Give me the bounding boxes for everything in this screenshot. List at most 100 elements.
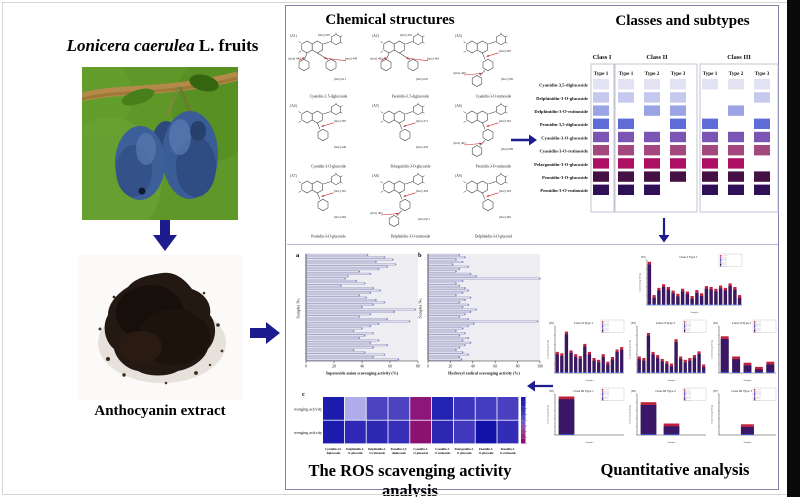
svg-text:(B4): (B4) xyxy=(713,322,718,325)
svg-text:(m/z) 625: (m/z) 625 xyxy=(416,77,429,81)
svg-text:(m/z) 465: (m/z) 465 xyxy=(371,211,384,215)
svg-text:Cyanidin-3-O-rutinoside: Cyanidin-3-O-rutinoside xyxy=(475,95,511,99)
svg-text:Content (mg/100 g): Content (mg/100 g) xyxy=(547,340,550,359)
svg-text:O-glucoside: O-glucoside xyxy=(457,451,472,455)
svg-text:•OH scavenging activity: •OH scavenging activity xyxy=(294,430,323,435)
svg-text:Cy-3-O-glc: Cy-3-O-glc xyxy=(686,325,691,328)
svg-text:Type 1: Type 1 xyxy=(594,71,609,77)
leaf xyxy=(189,74,219,92)
svg-text:diglucoside: diglucoside xyxy=(392,451,407,455)
svg-text:Pn-3-O-rut: Pn-3-O-rut xyxy=(686,331,691,333)
svg-text:Cy-3-O-glc: Cy-3-O-glc xyxy=(756,393,761,396)
svg-text:Cy-3-O-rut: Cy-3-O-rut xyxy=(722,261,727,263)
svg-text:Peonidin-3-O-rutinoside: Peonidin-3-O-rutinoside xyxy=(476,165,512,169)
svg-text:O-rutinoside: O-rutinoside xyxy=(435,451,451,455)
structure-cell: (m/z) 287 (m/z) 449 (m/z) 595 (A3) Cyanidin-… xyxy=(453,32,535,102)
svg-text:(B6): (B6) xyxy=(631,390,636,393)
svg-text:diglucoside: diglucoside xyxy=(327,451,342,455)
svg-text:Dp-3-O-glc: Dp-3-O-glc xyxy=(722,255,727,258)
svg-text:Peonidin-3-O-rutinoside: Peonidin-3-O-rutinoside xyxy=(540,188,588,193)
svg-text:Cy-3-O-rut: Cy-3-O-rut xyxy=(604,395,609,397)
svg-text:Pn-3,5-diglc: Pn-3,5-diglc xyxy=(686,324,692,327)
svg-text:Pg-3-O-glc: Pg-3-O-glc xyxy=(604,396,609,399)
structure-cell: (m/z) 271 (m/z) 433 (A5) Pelargonidin-3-O-g… xyxy=(370,102,452,172)
svg-text:0: 0 xyxy=(427,365,429,369)
svg-text:Delphinidin-3-O-rutinoside: Delphinidin-3-O-rutinoside xyxy=(391,235,431,239)
svg-text:Pn-3-O-rut: Pn-3-O-rut xyxy=(686,399,691,401)
fruit-title-rest: L. fruits xyxy=(194,36,259,55)
arrow-down-icon xyxy=(153,220,177,251)
svg-text:Samples: Samples xyxy=(585,441,593,444)
svg-text:Content (mg/100 g): Content (mg/100 g) xyxy=(547,405,550,424)
svg-text:O-rutinoside: O-rutinoside xyxy=(369,451,385,455)
svg-text:Content (mg/100 g): Content (mg/100 g) xyxy=(629,405,632,424)
svg-text:(A4): (A4) xyxy=(290,104,298,108)
svg-text:Content (mg/100 g): Content (mg/100 g) xyxy=(711,340,714,359)
svg-text:Cyanidin-3-O-rutinoside: Cyanidin-3-O-rutinoside xyxy=(540,149,589,154)
svg-text:Cy-3-O-glc: Cy-3-O-glc xyxy=(686,393,691,396)
svg-text:Pn-3-O-glc: Pn-3-O-glc xyxy=(722,263,727,266)
svg-text:Pelargonidin-3-O-glucoside: Pelargonidin-3-O-glucoside xyxy=(391,165,431,169)
svg-text:b: b xyxy=(418,252,422,259)
svg-text:(A1): (A1) xyxy=(290,34,298,38)
svg-text:Pn-3,5-diglc: Pn-3,5-diglc xyxy=(756,392,762,395)
svg-text:a: a xyxy=(296,252,300,259)
svg-text:Cy-3-O-glc: Cy-3-O-glc xyxy=(756,325,761,328)
svg-text:20: 20 xyxy=(449,365,453,369)
svg-text:Dp-3-O-glc: Dp-3-O-glc xyxy=(604,389,609,392)
svg-text:Peonidin-3-: Peonidin-3- xyxy=(479,447,493,451)
svg-text:Delphinidin-3-: Delphinidin-3- xyxy=(346,447,364,451)
svg-text:(m/z) 301: (m/z) 301 xyxy=(499,119,512,123)
svg-text:Pg-3-O-glc: Pg-3-O-glc xyxy=(686,396,691,399)
svg-text:Content (mg/100 g): Content (mg/100 g) xyxy=(711,405,714,424)
svg-text:Type 1: Type 1 xyxy=(703,71,718,77)
svg-text:Pn-3-O-glc: Pn-3-O-glc xyxy=(686,329,691,332)
svg-text:Cy-3-O-rut: Cy-3-O-rut xyxy=(756,395,761,397)
svg-text:Type 1: Type 1 xyxy=(619,71,634,77)
svg-text:Cyanidin-3-O-glucoside: Cyanidin-3-O-glucoside xyxy=(541,135,588,140)
structure-cell: (m/z) 301 (m/z) 463 (m/z) 463 (m/z) 625 (A2)… xyxy=(370,32,452,102)
svg-text:(B5): (B5) xyxy=(549,390,554,393)
svg-text:Samples: Samples xyxy=(690,311,698,314)
svg-text:O-glucoside: O-glucoside xyxy=(413,451,428,455)
structure-cell: (m/z) 287 (m/z) 449 (A4) Cyanidin-3-O-gluco… xyxy=(288,102,370,172)
svg-text:Cy-3-O-rut: Cy-3-O-rut xyxy=(604,327,609,329)
svg-text:Class III: Class III xyxy=(727,54,751,61)
quantitative-title: Quantitative analysis xyxy=(600,460,750,479)
svg-text:(m/z) 449: (m/z) 449 xyxy=(334,145,347,149)
svg-text:Delphinidin-3-O-rutinoside: Delphinidin-3-O-rutinoside xyxy=(534,109,588,114)
structure-cell: (m/z) 303 (m/z) 465 (A9) Delphinidin-3-O-gl… xyxy=(453,172,535,242)
extract-label: Anthocyanin extract xyxy=(94,403,226,419)
svg-text:Dp-3-O-glc: Dp-3-O-glc xyxy=(756,321,761,324)
arrow-right-thin-icon xyxy=(511,134,537,146)
chemical-structures-grid: (m/z) 287 (m/z) 449 (m/z) 449 (m/z) 611 (A1)… xyxy=(288,32,535,242)
superoxide-bar-chart: 0 20 40 60 80 Superoxide anion scavenging act… xyxy=(296,252,421,376)
arrow-left-thin-icon xyxy=(527,380,553,392)
quant-chart-class-ii-type-1: (B2) Class II Type 1 Cy-3,5-diglc Dp-3-O-gl… xyxy=(546,318,626,382)
svg-text:100: 100 xyxy=(537,365,543,369)
svg-text:Pg-3-O-glc: Pg-3-O-glc xyxy=(756,328,761,331)
svg-text:Pn-3,5-diglc: Pn-3,5-diglc xyxy=(722,258,728,261)
svg-text:Class III Type 3: Class III Type 3 xyxy=(731,389,752,393)
svg-text:Type 3: Type 3 xyxy=(671,71,686,77)
svg-text:Cy-3,5-diglc: Cy-3,5-diglc xyxy=(604,320,610,323)
svg-text:Pn-3,5-diglc: Pn-3,5-diglc xyxy=(756,324,762,327)
svg-text:Cyanidin-3,5-diglucoside: Cyanidin-3,5-diglucoside xyxy=(539,83,588,88)
svg-text:60: 60 xyxy=(388,365,392,369)
svg-text:Pn-3-O-rut: Pn-3-O-rut xyxy=(756,399,761,401)
svg-text:Dp-3-O-rut: Dp-3-O-rut xyxy=(686,392,691,394)
svg-text:(A5): (A5) xyxy=(372,104,380,108)
svg-text:80: 80 xyxy=(416,365,420,369)
svg-text:Pn-3-O-glc: Pn-3-O-glc xyxy=(756,329,761,332)
svg-text:Dp-3-O-rut: Dp-3-O-rut xyxy=(756,392,761,394)
svg-text:Delphinidin-3-O-glucoside: Delphinidin-3-O-glucoside xyxy=(536,96,588,101)
svg-text:(m/z) 287: (m/z) 287 xyxy=(334,119,347,123)
svg-text:•O₂⁻ scavenging activity: •O₂⁻ scavenging activity xyxy=(294,406,323,411)
svg-text:(B7): (B7) xyxy=(713,390,718,393)
svg-text:Samples: Samples xyxy=(667,441,675,444)
svg-text:Peonidin-3,5-diglucoside: Peonidin-3,5-diglucoside xyxy=(540,122,588,127)
svg-text:Cy-3-O-rut: Cy-3-O-rut xyxy=(756,327,761,329)
svg-text:Pn-3-O-rut: Pn-3-O-rut xyxy=(722,265,727,267)
panel-divider xyxy=(287,244,778,245)
